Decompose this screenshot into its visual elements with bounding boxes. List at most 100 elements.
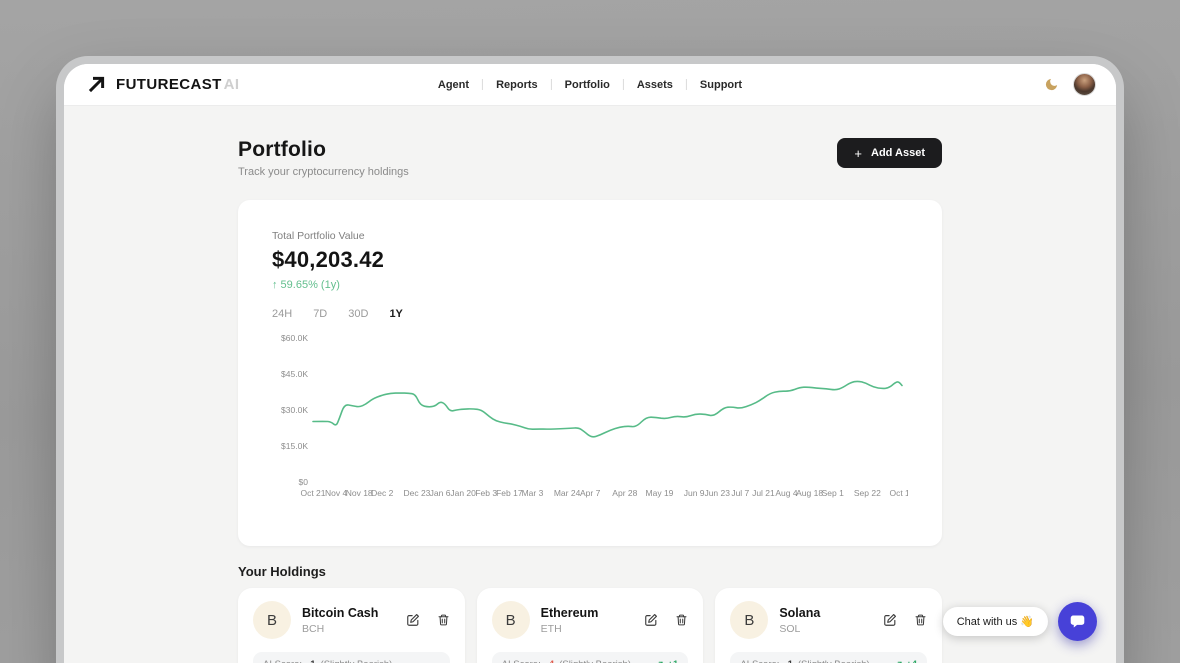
user-avatar[interactable] bbox=[1073, 73, 1096, 96]
ai-score-value: -4 bbox=[546, 659, 554, 663]
range-tabs: 24H 7D 30D 1Y bbox=[272, 308, 908, 320]
trend-indicator: +1 bbox=[652, 659, 678, 663]
add-asset-label: Add Asset bbox=[871, 147, 925, 159]
app-header: FUTURECAST AI Agent Reports Portfolio As… bbox=[64, 64, 1116, 106]
ai-score-row: AI Score: -1 (Slightly Bearish) bbox=[253, 652, 450, 663]
holdings-cards: B Bitcoin Cash BCH bbox=[238, 588, 942, 663]
coin-avatar: B bbox=[491, 601, 530, 639]
trend-value: +4 bbox=[906, 659, 917, 663]
plus-icon: + bbox=[854, 145, 862, 161]
svg-text:Mar 3: Mar 3 bbox=[522, 488, 544, 498]
delete-asset-button[interactable] bbox=[675, 613, 688, 627]
svg-text:$30.0K: $30.0K bbox=[281, 405, 308, 415]
edit-asset-button[interactable] bbox=[883, 613, 897, 627]
svg-text:Jan 6: Jan 6 bbox=[430, 488, 451, 498]
ai-score-label: AI Score: bbox=[502, 659, 541, 663]
trend-indicator: +4 bbox=[891, 659, 917, 663]
svg-text:Oct 21: Oct 21 bbox=[300, 488, 325, 498]
delete-asset-button[interactable] bbox=[437, 613, 450, 627]
nav-item-support[interactable]: Support bbox=[673, 79, 742, 91]
svg-text:$0: $0 bbox=[299, 477, 309, 487]
moon-icon bbox=[1044, 77, 1059, 92]
nav-item-reports[interactable]: Reports bbox=[469, 79, 538, 91]
svg-text:Aug 4: Aug 4 bbox=[775, 488, 797, 498]
svg-text:$45.0K: $45.0K bbox=[281, 369, 308, 379]
add-asset-button[interactable]: + Add Asset bbox=[837, 138, 942, 168]
page-head: Portfolio Track your cryptocurrency hold… bbox=[238, 138, 942, 178]
svg-text:Feb 17: Feb 17 bbox=[496, 488, 523, 498]
range-tab-1y[interactable]: 1Y bbox=[389, 308, 403, 320]
portfolio-value-card: Total Portfolio Value $40,203.42 ↑ 59.65… bbox=[238, 200, 942, 546]
nav-item-portfolio[interactable]: Portfolio bbox=[538, 79, 610, 91]
pencil-square-icon bbox=[644, 613, 658, 627]
chat-launcher-button[interactable] bbox=[1058, 602, 1097, 641]
ai-score-value: -1 bbox=[784, 659, 792, 663]
coin-symbol: SOL bbox=[779, 622, 801, 635]
range-tab-7d[interactable]: 7D bbox=[313, 308, 328, 320]
app-window: FUTURECAST AI Agent Reports Portfolio As… bbox=[64, 64, 1116, 663]
trend-value: +1 bbox=[667, 659, 678, 663]
ai-score-label: AI Score: bbox=[263, 659, 302, 663]
ai-sentiment: (Slightly Bearish) bbox=[321, 659, 393, 663]
change-percent: ↑ 59.65% (1y) bbox=[272, 279, 340, 291]
holding-card-bitcoin-cash: B Bitcoin Cash BCH bbox=[238, 588, 465, 663]
svg-text:$15.0K: $15.0K bbox=[281, 441, 308, 451]
holding-card-solana: B Solana SOL bbox=[715, 588, 942, 663]
range-tab-30d[interactable]: 30D bbox=[348, 308, 369, 320]
ai-score-value: -1 bbox=[307, 659, 315, 663]
edit-asset-button[interactable] bbox=[644, 613, 658, 627]
svg-text:Nov 4: Nov 4 bbox=[325, 488, 347, 498]
main-nav: Agent Reports Portfolio Assets Support bbox=[438, 64, 742, 105]
ai-sentiment: (Slightly Bearish) bbox=[798, 659, 870, 663]
trash-icon bbox=[914, 613, 927, 627]
ai-score-row: AI Score: -1 (Slightly Bearish) bbox=[730, 652, 927, 663]
svg-text:Jan 20: Jan 20 bbox=[450, 488, 476, 498]
trending-up-icon bbox=[652, 661, 664, 663]
holding-card-ethereum: B Ethereum ETH bbox=[476, 588, 704, 663]
svg-text:Oct 13: Oct 13 bbox=[889, 488, 908, 498]
svg-text:Sep 22: Sep 22 bbox=[854, 488, 881, 498]
header-actions bbox=[1044, 73, 1096, 96]
pencil-square-icon bbox=[883, 613, 897, 627]
ai-score-row: AI Score: -4 (Slightly Bearish) bbox=[491, 652, 689, 663]
svg-text:Jun 23: Jun 23 bbox=[704, 488, 730, 498]
total-value-label: Total Portfolio Value bbox=[272, 230, 365, 242]
chat-widget: Chat with us 👋 bbox=[942, 602, 1097, 641]
coin-name: Bitcoin Cash bbox=[302, 605, 379, 620]
svg-text:Dec 23: Dec 23 bbox=[403, 488, 430, 498]
svg-text:May 19: May 19 bbox=[646, 488, 674, 498]
page-title: Portfolio bbox=[238, 138, 327, 161]
holdings-heading: Your Holdings bbox=[238, 564, 326, 579]
coin-symbol: ETH bbox=[540, 622, 562, 635]
nav-item-agent[interactable]: Agent bbox=[437, 78, 470, 91]
ai-score-label: AI Score: bbox=[740, 659, 779, 663]
svg-text:Sep 1: Sep 1 bbox=[822, 488, 844, 498]
main-content: Portfolio Track your cryptocurrency hold… bbox=[64, 106, 1116, 663]
speech-bubble-icon bbox=[1069, 613, 1086, 630]
svg-text:Feb 3: Feb 3 bbox=[475, 488, 497, 498]
brand-name: FUTURECAST bbox=[116, 76, 222, 93]
coin-avatar: B bbox=[730, 601, 769, 639]
brand-logo[interactable]: FUTURECAST AI bbox=[86, 74, 239, 95]
nav-item-assets[interactable]: Assets bbox=[610, 79, 673, 91]
svg-text:Jul 21: Jul 21 bbox=[752, 488, 775, 498]
coin-name: Solana bbox=[779, 605, 821, 620]
trash-icon bbox=[675, 613, 688, 627]
brand-suffix: AI bbox=[223, 76, 240, 93]
trending-up-icon bbox=[891, 661, 902, 663]
delete-asset-button[interactable] bbox=[914, 613, 927, 627]
range-tab-24h[interactable]: 24H bbox=[272, 308, 293, 320]
ai-sentiment: (Slightly Bearish) bbox=[559, 659, 631, 663]
svg-text:Dec 2: Dec 2 bbox=[371, 488, 393, 498]
svg-text:Mar 24: Mar 24 bbox=[554, 488, 581, 498]
theme-toggle-button[interactable] bbox=[1044, 77, 1059, 92]
edit-asset-button[interactable] bbox=[406, 613, 420, 627]
coin-symbol: BCH bbox=[302, 622, 325, 635]
svg-text:Nov 18: Nov 18 bbox=[346, 488, 373, 498]
total-value: $40,203.42 bbox=[272, 247, 385, 272]
chat-with-us-button[interactable]: Chat with us 👋 bbox=[942, 607, 1048, 636]
trash-icon bbox=[437, 613, 450, 627]
svg-text:Apr 7: Apr 7 bbox=[580, 488, 601, 498]
arrow-up-right-icon bbox=[86, 74, 107, 95]
